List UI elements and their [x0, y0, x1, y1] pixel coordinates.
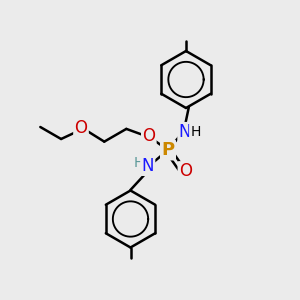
Text: H: H: [190, 125, 201, 139]
Text: O: O: [74, 119, 88, 137]
Text: N: N: [142, 157, 154, 175]
Text: P: P: [161, 141, 175, 159]
Text: O: O: [142, 127, 155, 145]
Text: H: H: [134, 156, 144, 170]
Text: N: N: [178, 123, 191, 141]
Text: O: O: [179, 162, 192, 180]
